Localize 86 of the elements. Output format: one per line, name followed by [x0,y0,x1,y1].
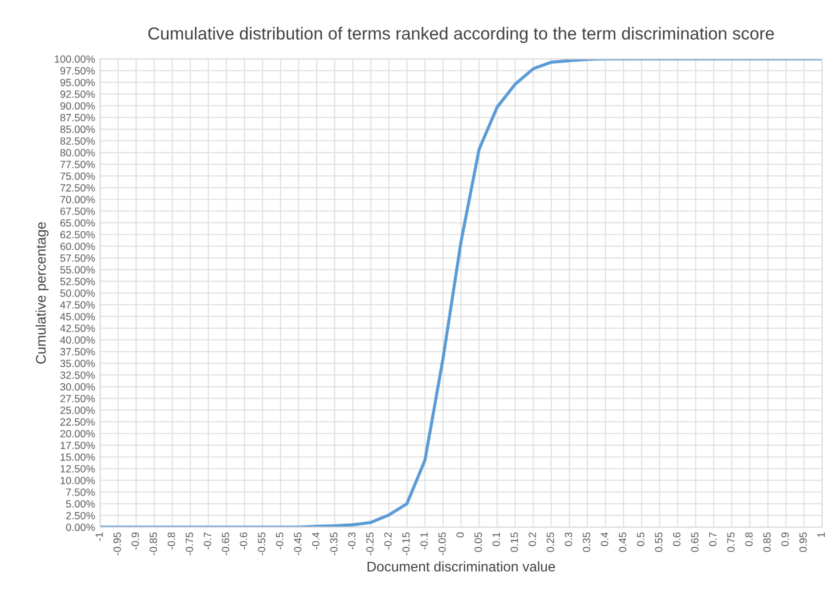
x-tick-label: -0.2 [384,532,392,550]
x-tick-label: 0.15 [510,532,518,552]
y-tick-label: 42.50% [60,324,95,332]
y-axis-title: Cumulative percentage [36,222,49,364]
x-tick-label: 0.55 [655,532,662,552]
x-tick-label: -0.4 [312,532,320,550]
y-tick-label: 50.00% [60,290,95,297]
y-tick-label: 7.50% [66,488,95,496]
y-tick-label: 62.50% [60,230,95,238]
y-tick-label: 75.00% [60,172,95,180]
x-tick-label: -0.7 [204,532,212,550]
y-tick-label: 0.00% [66,524,95,532]
y-tick-label: 57.50% [60,254,95,262]
y-tick-label: 80.00% [60,149,95,156]
y-tick-label: 55.00% [60,266,95,274]
y-tick-label: 27.50% [60,394,95,402]
y-tick-label: 40.00% [60,336,95,344]
x-tick-label: -0.75 [186,532,194,556]
x-tick-label: -0.15 [402,532,410,556]
x-tick-label: -0.35 [330,532,338,556]
x-tick-label: 0.5 [636,532,644,546]
x-tick-label: -0.3 [348,532,356,550]
x-tick-label: -0.8 [168,532,176,550]
y-tick-label: 72.50% [60,184,95,192]
x-tick-label: -0.95 [114,532,121,556]
x-tick-label: -0.45 [294,532,302,556]
x-tick-label: -0.25 [366,532,374,556]
x-tick-label: 0.9 [781,532,789,546]
x-tick-label: -0.65 [222,532,230,556]
y-tick-label: 5.00% [66,500,95,508]
x-tick-label: 0.2 [528,532,536,546]
y-tick-label: 22.50% [60,418,95,426]
y-tick-label: 2.50% [66,512,95,520]
y-tick-label: 52.50% [60,278,95,286]
y-tick-label: 87.50% [60,114,95,122]
y-tick-label: 10.00% [60,476,95,484]
y-tick-label: 67.50% [60,208,95,215]
x-tick-label: 0 [456,532,464,538]
x-tick-label: -0.5 [276,532,284,550]
x-tick-label: -0.55 [258,532,266,556]
x-tick-label: -0.85 [150,532,158,556]
x-tick-label: 0.85 [763,532,771,552]
x-tick-label: 0.4 [600,532,608,546]
y-tick-label: 90.00% [60,102,95,110]
x-tick-label: 1 [818,532,825,538]
x-tick-label: -0.9 [132,532,139,550]
y-tick-label: 45.00% [60,312,95,320]
y-tick-label: 82.50% [60,137,95,145]
x-axis-title: Document discrimination value [368,561,556,572]
y-tick-label: 17.50% [60,442,95,450]
x-tick-label: 0.05 [474,532,482,552]
x-tick-label: -0.05 [438,532,446,556]
chart-title: Cumulative distribution of terms ranked according to the term discrimination score [148,26,774,44]
x-tick-label: 0.6 [673,532,680,546]
y-tick-label: 30.00% [60,383,95,391]
x-tick-label: 0.1 [492,532,500,546]
y-tick-label: 85.00% [60,126,95,134]
x-tick-label: 0.35 [582,532,590,552]
y-tick-label: 12.50% [60,465,95,472]
y-tick-label: 25.00% [60,406,95,414]
y-tick-label: 92.50% [60,90,95,98]
x-tick-label: -0.1 [420,532,428,550]
y-tick-label: 47.50% [60,301,95,309]
x-tick-label: 0.65 [691,532,698,552]
y-tick-label: 70.00% [60,196,95,204]
line-series [100,58,822,528]
y-tick-label: 100.00% [54,55,95,63]
x-tick-label: 0.8 [745,532,753,546]
y-tick-label: 37.50% [60,348,95,356]
x-tick-label: 0.25 [546,532,554,552]
x-tick-label: 0.45 [618,532,626,552]
x-tick-label: 0.95 [799,532,807,552]
y-tick-label: 97.50% [60,67,95,74]
y-tick-label: 60.00% [60,242,95,250]
x-tick-label: -1 [96,532,103,541]
y-tick-label: 77.50% [60,160,95,168]
x-tick-label: 0.75 [727,532,735,552]
y-tick-label: 95.00% [60,78,95,86]
y-tick-label: 35.00% [60,360,95,368]
x-tick-label: 0.3 [564,532,572,546]
y-tick-label: 65.00% [60,219,95,227]
x-tick-label: 0.7 [709,532,717,546]
y-tick-label: 15.00% [60,453,95,461]
y-tick-label: 20.00% [60,430,95,438]
x-tick-label: -0.6 [240,532,248,550]
y-tick-label: 32.50% [60,371,95,379]
